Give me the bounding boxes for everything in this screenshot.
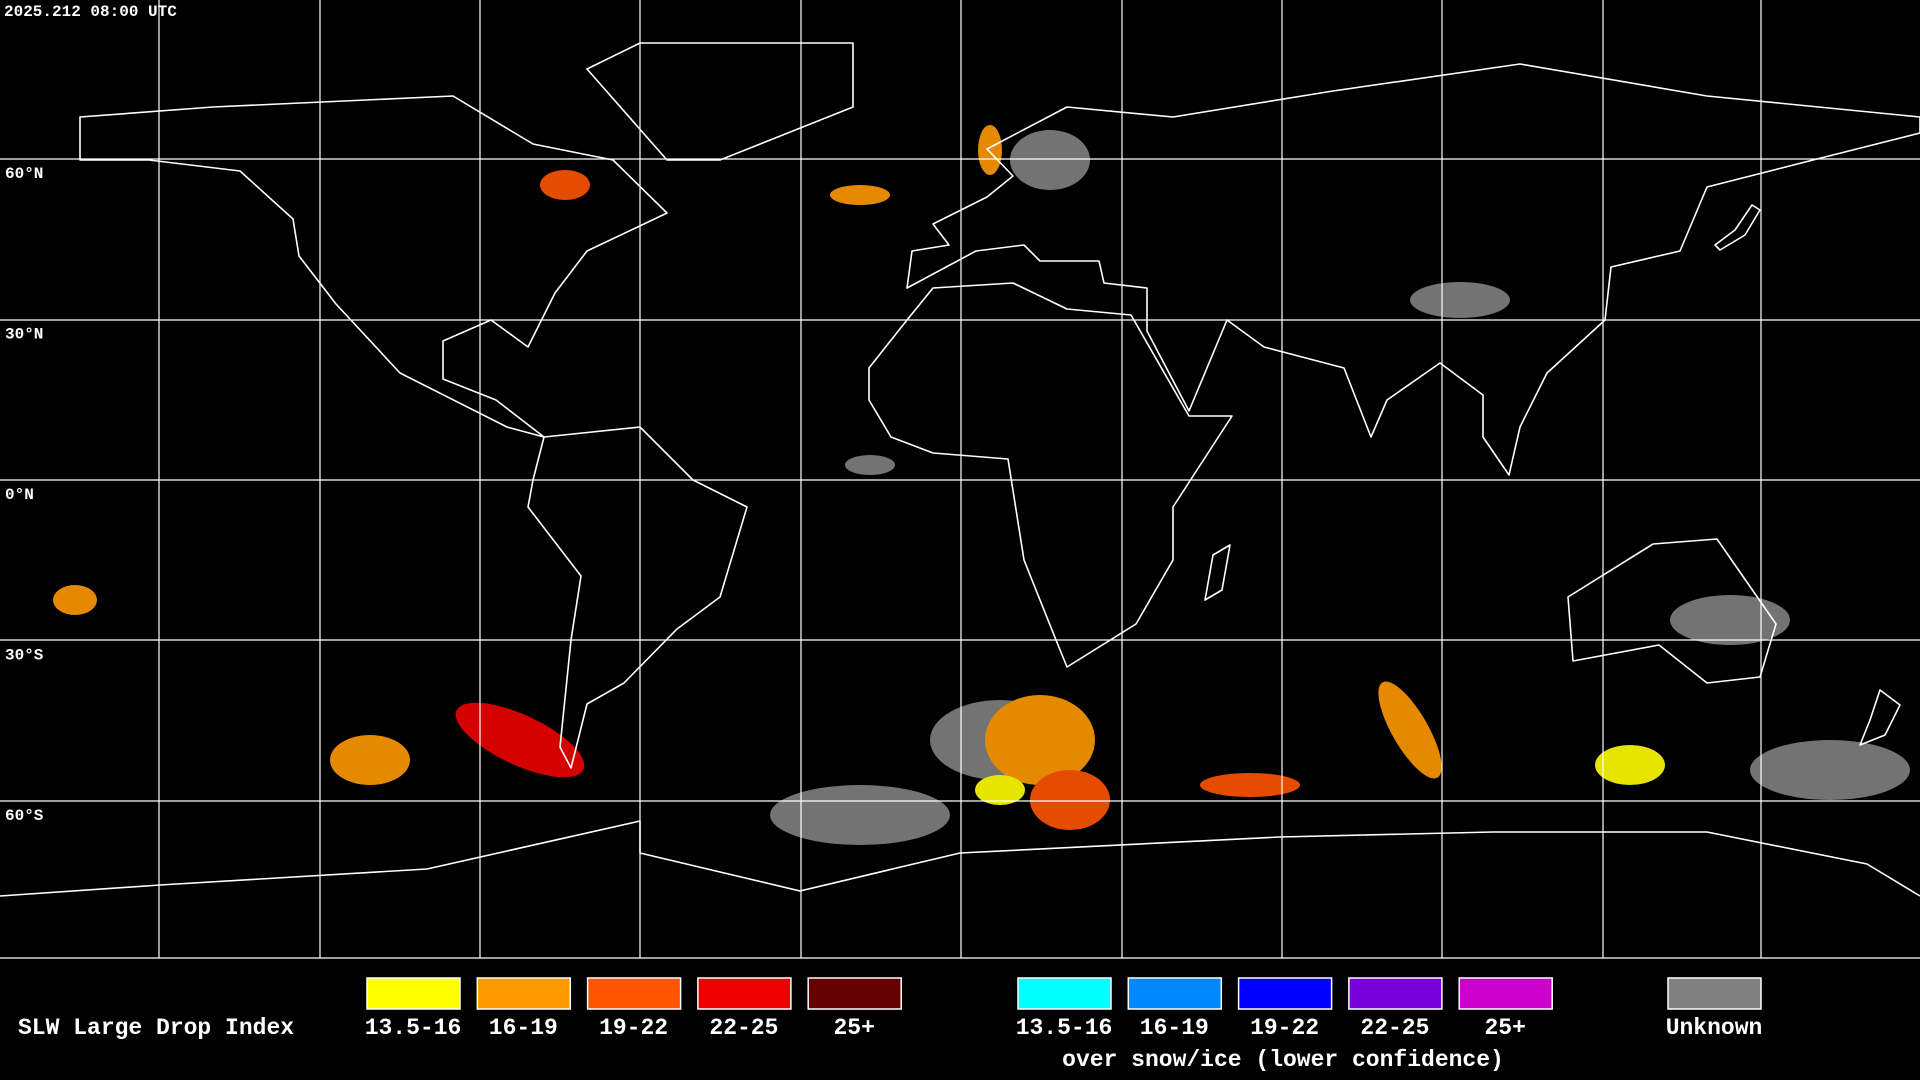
snow-ice-swatch-label: 13.5-16 xyxy=(1016,1015,1113,1041)
large-drop-area xyxy=(330,735,410,785)
cloud-field xyxy=(53,125,1910,845)
latitude-label: 60°S xyxy=(5,807,44,825)
australia xyxy=(1567,538,1777,684)
legend-title: SLW Large Drop Index xyxy=(18,1015,294,1041)
unknown-area xyxy=(770,785,950,845)
legend-swatch xyxy=(476,977,572,1010)
large-drop-area xyxy=(985,695,1095,785)
africa xyxy=(868,282,1233,668)
unknown-area xyxy=(1670,595,1790,645)
legend-swatch-label: 16-19 xyxy=(489,1015,558,1041)
large-drop-area xyxy=(1595,745,1665,785)
large-drop-area xyxy=(455,702,585,778)
unknown-area xyxy=(1010,130,1090,190)
snow-ice-swatch xyxy=(1348,977,1443,1010)
snow-ice-swatch-label: 22-25 xyxy=(1360,1015,1429,1041)
large-drop-area xyxy=(975,775,1025,805)
new-zealand xyxy=(1859,689,1901,746)
large-drop-area xyxy=(1378,681,1442,779)
legend-swatch xyxy=(697,977,792,1010)
snow-ice-swatch xyxy=(1127,977,1223,1010)
large-drop-area xyxy=(1200,773,1300,797)
legend-swatch xyxy=(586,977,682,1010)
coastlines xyxy=(0,42,1920,897)
legend-swatch-label: 13.5-16 xyxy=(365,1015,462,1041)
large-drop-area xyxy=(540,170,590,200)
unknown-swatch-label: Unknown xyxy=(1666,1015,1763,1041)
legend-swatch-label: 19-22 xyxy=(599,1015,668,1041)
legend-swatch-label: 22-25 xyxy=(709,1015,778,1041)
antarctica xyxy=(0,820,1920,897)
legend-swatch xyxy=(366,977,461,1010)
snow-ice-swatch-label: 19-22 xyxy=(1250,1015,1319,1041)
japan xyxy=(1714,204,1761,251)
legend-swatch-label: 25+ xyxy=(833,1015,874,1041)
madagascar xyxy=(1204,544,1231,601)
large-drop-area xyxy=(1030,770,1110,830)
south-america xyxy=(527,426,748,769)
graticule xyxy=(0,0,1920,959)
snow-ice-swatch-label: 25+ xyxy=(1484,1015,1525,1041)
snow-ice-caption: over snow/ice (lower confidence) xyxy=(1062,1047,1504,1073)
greenland xyxy=(586,42,854,161)
north-america xyxy=(79,95,668,438)
legend-swatch xyxy=(807,977,902,1010)
snow-ice-swatch xyxy=(1458,977,1553,1010)
latitude-label: 0°N xyxy=(5,486,34,504)
large-drop-area xyxy=(830,185,890,205)
unknown-area xyxy=(1410,282,1510,318)
legend: SLW Large Drop Index over snow/ice (lowe… xyxy=(18,977,1763,1073)
latitude-label: 60°N xyxy=(5,165,43,183)
latitude-label: 30°S xyxy=(5,647,44,665)
snow-ice-swatch xyxy=(1017,977,1112,1010)
large-drop-area xyxy=(53,585,97,615)
timestamp: 2025.212 08:00 UTC xyxy=(4,3,177,21)
latitude-label: 30°N xyxy=(5,326,43,344)
snow-ice-swatch xyxy=(1237,977,1333,1010)
large-drop-area xyxy=(978,125,1002,175)
unknown-area xyxy=(1750,740,1910,800)
eurasia xyxy=(906,63,1920,476)
snow-ice-swatch-label: 16-19 xyxy=(1140,1015,1209,1041)
unknown-area xyxy=(845,455,895,475)
unknown-swatch xyxy=(1667,977,1762,1010)
latitude-labels: 60°N 30°N 0°N 30°S 60°S xyxy=(5,165,44,825)
